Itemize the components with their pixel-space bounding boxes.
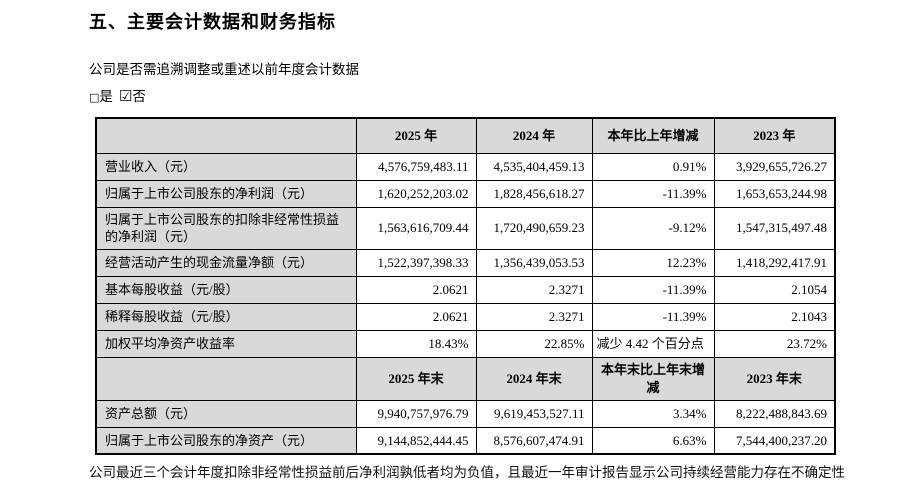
column-header: 2025 年 [355, 117, 477, 154]
checkbox-no: ☑否 [119, 85, 146, 105]
checkbox-no-label: 否 [132, 89, 146, 104]
column-header: 本年比上年增减 [591, 117, 715, 154]
header-empty-cell [95, 356, 357, 401]
cell-value: 6.63% [591, 426, 715, 455]
table-row: 归属于上市公司股东的净利润（元） 1,620,252,203.02 1,828,45… [95, 179, 836, 208]
table-row: 基本每股收益（元/股） 2.0621 2.3271 -11.39% 2.1054 [95, 275, 836, 304]
cell-value: 23.72% [713, 329, 836, 358]
table-header-row: 2025 年 2024 年本年比上年增减 2023 年 [95, 117, 836, 154]
checkbox-yes: □是 [89, 85, 113, 105]
row-label: 归属于上市公司股东的扣除非经常性损益的净利润（元） [95, 206, 357, 250]
cell-value: -9.12% [591, 206, 715, 250]
cell-value: 1,356,439,053.53 [475, 248, 593, 277]
footnote: 公司最近三个会计年度扣除非经常性损益前后净利润孰低者均为负值，且最近一年审计报告… [89, 465, 845, 481]
checkbox-yes-label: 是 [99, 89, 113, 104]
cell-value: 1,653,653,244.98 [713, 179, 836, 208]
cell-value: 1,418,292,417.91 [713, 248, 836, 277]
table-header-row: 2025 年末 2024 年末 本年末比上年末增减 2023 年末 [95, 356, 836, 401]
cell-value: 2.3271 [475, 302, 593, 331]
cell-value: 1,620,252,203.02 [355, 179, 477, 208]
row-label: 资产总额（元） [95, 399, 357, 428]
restatement-question: 公司是否需追溯调整或重述以前年度会计数据 [89, 62, 359, 77]
cell-value: 4,535,404,459.13 [475, 152, 593, 181]
table-row: 资产总额（元） 9,940,757,976.79 9,619,453,527.11 3… [95, 399, 836, 428]
row-label: 营业收入（元） [95, 152, 357, 181]
cell-value: 22.85% [475, 329, 593, 358]
restatement-answer: □是 ☑否 [89, 85, 891, 105]
cell-value: 8,222,488,843.69 [713, 399, 836, 428]
cell-value: -11.39% [591, 302, 715, 331]
cell-value: 3,929,655,726.27 [713, 152, 836, 181]
table-row: 归属于上市公司股东的扣除非经常性损益的净利润（元） 1,563,616,709.4… [95, 206, 836, 250]
cell-value: 2.3271 [475, 275, 593, 304]
column-header: 2025 年末 [355, 356, 477, 401]
cell-value: 18.43% [355, 329, 477, 358]
row-label: 经营活动产生的现金流量净额（元） [95, 248, 357, 277]
table-row: 加权平均净资产收益率 18.43% 22.85% 减少 4.42 个百分点 23.72% [95, 329, 836, 358]
column-header: 2024 年 [475, 117, 593, 154]
cell-value: 1,720,490,659.23 [475, 206, 593, 250]
table-row: 经营活动产生的现金流量净额（元） 1,522,397,398.33 1,356,43… [95, 248, 836, 277]
cell-value: 8,576,607,474.91 [475, 426, 593, 455]
column-header: 本年末比上年末增减 [591, 356, 715, 401]
cell-value: -11.39% [591, 179, 715, 208]
row-label: 归属于上市公司股东的净利润（元） [95, 179, 357, 208]
row-label: 基本每股收益（元/股） [95, 275, 357, 304]
cell-value: 1,522,397,398.33 [355, 248, 477, 277]
cell-value: 1,563,616,709.44 [355, 206, 477, 250]
row-label: 归属于上市公司股东的净资产（元） [95, 426, 357, 455]
column-header: 2023 年 [713, 117, 836, 154]
row-label: 加权平均净资产收益率 [95, 329, 357, 358]
table-row: 营业收入（元） 4,576,759,483.11 4,535,404,459.13 0… [95, 152, 836, 181]
column-header: 2023 年末 [713, 356, 836, 401]
row-label: 稀释每股收益（元/股） [95, 302, 357, 331]
column-header: 2024 年末 [475, 356, 593, 401]
checkbox-empty-icon: □ [89, 91, 100, 104]
cell-value: 0.91% [591, 152, 715, 181]
cell-value: 12.23% [591, 248, 715, 277]
table-row: 稀释每股收益（元/股） 2.0621 2.3271 -11.39% 2.1043 [95, 302, 836, 331]
cell-value: 4,576,759,483.11 [355, 152, 477, 181]
cell-value: 3.34% [591, 399, 715, 428]
header-empty-cell [95, 117, 357, 154]
financial-indicators-table: 2025 年 2024 年本年比上年增减 2023 年营业收入（元） 4,576,75… [95, 117, 836, 456]
cell-value: 7,544,400,237.20 [713, 426, 836, 455]
checkbox-checked-icon: ☑ [118, 87, 133, 105]
table-row: 归属于上市公司股东的净资产（元） 9,144,852,444.45 8,576,60… [95, 426, 836, 455]
cell-value: 1,547,315,497.48 [713, 206, 836, 250]
cell-value: 2.1054 [713, 275, 836, 304]
cell-value: 2.1043 [713, 302, 836, 331]
cell-value: 2.0621 [355, 302, 477, 331]
cell-value: 9,940,757,976.79 [355, 399, 477, 428]
cell-value: 9,619,453,527.11 [475, 399, 593, 428]
cell-value: 减少 4.42 个百分点 [591, 329, 715, 358]
section-title: 五、主要会计数据和财务指标 [89, 12, 336, 32]
cell-value: 2.0621 [355, 275, 477, 304]
cell-value: 1,828,456,618.27 [475, 179, 593, 208]
cell-value: -11.39% [591, 275, 715, 304]
cell-value: 9,144,852,444.45 [355, 426, 477, 455]
